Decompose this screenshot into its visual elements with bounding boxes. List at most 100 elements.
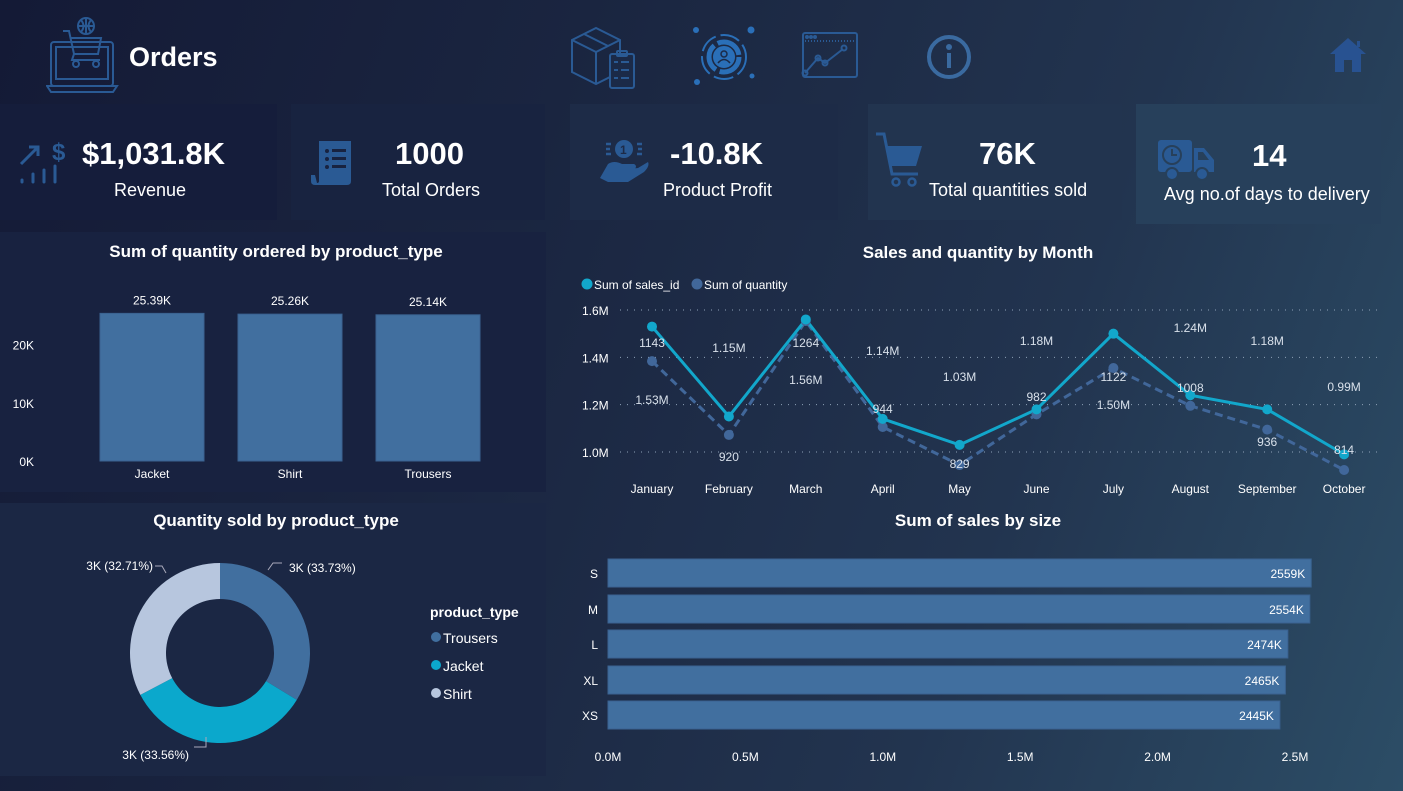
x-tick-label: July bbox=[1103, 482, 1124, 496]
quantity-bar-chart: 0K 10K 20K 25.39K Jacket 25.26K Shirt 25.14K Tro… bbox=[13, 293, 481, 481]
quantity-data-label: 1008 bbox=[1177, 381, 1204, 395]
legend-title: product_type bbox=[430, 604, 519, 620]
x-tick-label: August bbox=[1172, 482, 1210, 496]
donut-slice bbox=[130, 563, 220, 695]
quantity-point bbox=[954, 460, 965, 471]
chart-title: Quantity sold by product_type bbox=[153, 511, 399, 530]
sales-point bbox=[1031, 404, 1042, 415]
quantity-line bbox=[650, 318, 1345, 472]
leader-line bbox=[155, 565, 167, 574]
x-tick-label: September bbox=[1238, 482, 1297, 496]
donut-slice bbox=[140, 678, 297, 743]
quantity-point bbox=[877, 421, 888, 432]
home-icon[interactable] bbox=[1328, 36, 1368, 74]
quantity-data-label: 944 bbox=[873, 402, 893, 416]
sales-data-label: 1.53M bbox=[635, 393, 668, 407]
kpi-card-revenue: $ $1,031.8K Revenue bbox=[0, 104, 277, 220]
bar bbox=[607, 594, 1311, 624]
sales-point bbox=[1185, 390, 1196, 401]
quantity-sold-donut-panel: Quantity sold by product_type 3K (33.73%… bbox=[0, 503, 546, 776]
y-tick-label: M bbox=[588, 603, 598, 617]
svg-text:1: 1 bbox=[620, 143, 627, 157]
kpi-value-total-quantities: 76K bbox=[979, 136, 1036, 171]
info-icon[interactable] bbox=[926, 34, 972, 80]
quantity-data-label: 814 bbox=[1334, 443, 1354, 457]
quantity-by-product-panel: Sum of quantity ordered by product_type … bbox=[0, 232, 546, 492]
page-title: Orders bbox=[129, 42, 218, 72]
kpi-value-revenue: $1,031.8K bbox=[82, 136, 226, 171]
y-tick-label: 1.2M bbox=[582, 399, 609, 413]
kpi-label-total-orders: Total Orders bbox=[382, 180, 481, 200]
kpi-card-avg-delivery: 14 Avg no.of days to delivery bbox=[1136, 104, 1381, 224]
sales-point bbox=[800, 314, 811, 325]
sales-data-label: 1.18M bbox=[1020, 334, 1053, 348]
chart-title: Sum of quantity ordered by product_type bbox=[109, 242, 443, 261]
x-tick-label: Trousers bbox=[405, 467, 452, 481]
sales-point bbox=[1262, 404, 1273, 415]
quantity-point bbox=[647, 356, 657, 367]
line-chart-icon[interactable] bbox=[801, 31, 859, 79]
sales-data-label: 1.50M bbox=[1097, 398, 1130, 412]
data-label: 2559K bbox=[1271, 567, 1306, 581]
legend-label: Jacket bbox=[443, 658, 484, 674]
sales-data-label: 0.99M bbox=[1327, 380, 1360, 394]
legend-label: Sum of quantity bbox=[704, 278, 787, 292]
package-checklist-icon[interactable] bbox=[568, 24, 638, 90]
quantity-point bbox=[1108, 363, 1119, 374]
quantity-point bbox=[1339, 465, 1350, 475]
slice-label: 3K (33.56%) bbox=[122, 748, 189, 762]
y-tick-label: XS bbox=[582, 709, 598, 723]
sales-by-size-bar-chart: 2559K S 2554K M 2474K L 2465K XL 2445K XS 0.0M 0.5M… bbox=[582, 558, 1312, 764]
quantity-point bbox=[723, 429, 734, 440]
x-tick-label: 1.5M bbox=[1007, 750, 1034, 764]
kpi-value-product-profit: -10.8K bbox=[670, 136, 764, 171]
kpi-label-revenue: Revenue bbox=[114, 180, 187, 200]
y-tick-label: L bbox=[591, 638, 598, 652]
quantity-data-label: 936 bbox=[1257, 435, 1277, 449]
chart-title: Sales and quantity by Month bbox=[862, 243, 1094, 262]
customer-analytics-icon[interactable] bbox=[692, 26, 756, 88]
leader-line bbox=[267, 562, 282, 571]
x-tick-label: 1.0M bbox=[869, 750, 896, 764]
quantity-data-label: 829 bbox=[950, 457, 970, 471]
sales-data-label: 1.15M bbox=[712, 341, 745, 355]
delivery-truck-icon bbox=[1158, 140, 1214, 181]
kpi-label-avg-delivery: Avg no.of days to delivery bbox=[1164, 184, 1370, 204]
quantity-data-label: 1143 bbox=[639, 336, 665, 350]
data-label: 25.14K bbox=[409, 295, 447, 309]
data-label: 2554K bbox=[1269, 603, 1304, 617]
kpi-label-product-profit: Product Profit bbox=[663, 180, 773, 200]
kpi-value-avg-delivery: 14 bbox=[1252, 138, 1287, 173]
sales-point bbox=[723, 411, 734, 422]
bar bbox=[375, 314, 481, 462]
bar bbox=[607, 700, 1281, 730]
sales-by-size-panel: Sum of sales by size 2559K S 2554K M 2474K L 2… bbox=[560, 503, 1403, 791]
bar bbox=[607, 665, 1286, 695]
quantity-data-label: 982 bbox=[1026, 390, 1046, 404]
legend-marker bbox=[581, 278, 593, 290]
sales-data-label: 1.18M bbox=[1251, 334, 1284, 348]
bar bbox=[99, 312, 205, 462]
quantity-point bbox=[1262, 424, 1273, 435]
laptop-cart-icon bbox=[46, 17, 119, 93]
kpi-card-total-orders: 1000 Total Orders bbox=[291, 104, 545, 220]
sales-point bbox=[647, 321, 657, 332]
x-tick-label: 0.0M bbox=[595, 750, 622, 764]
y-tick-label: 1.0M bbox=[582, 446, 609, 460]
sales-point bbox=[877, 413, 888, 424]
data-label: 25.26K bbox=[271, 294, 309, 308]
bar bbox=[237, 313, 343, 462]
x-tick-label: April bbox=[871, 482, 895, 496]
kpi-card-total-quantities: 76K Total quantities sold bbox=[868, 104, 1122, 220]
donut-slice bbox=[220, 563, 310, 700]
x-tick-label: 2.5M bbox=[1282, 750, 1309, 764]
quantity-data-label: 1122 bbox=[1100, 370, 1126, 384]
x-tick-label: February bbox=[705, 482, 753, 496]
quantity-data-label: 920 bbox=[719, 450, 739, 464]
x-tick-label: October bbox=[1323, 482, 1366, 496]
y-tick-label: 1.4M bbox=[582, 351, 609, 365]
slice-label: 3K (33.73%) bbox=[289, 561, 356, 575]
leader-line bbox=[194, 737, 207, 748]
sales-data-label: 1.56M bbox=[789, 373, 822, 387]
legend-marker bbox=[691, 278, 703, 290]
